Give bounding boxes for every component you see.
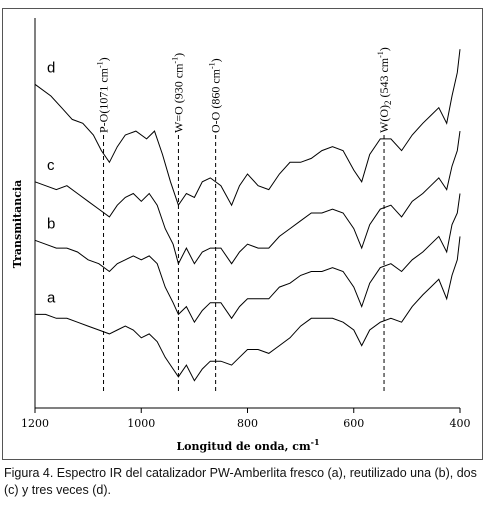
figure-caption: Figura 4. Espectro IR del catalizador PW… — [4, 466, 477, 497]
x-tick-label: 400 — [450, 417, 471, 430]
annotation-label: W=O (930 cm-1) — [170, 53, 185, 133]
x-tick-label: 800 — [237, 417, 258, 430]
series-labels: d c b a — [47, 59, 56, 306]
annotation-label: O-O (860 cm-1) — [208, 58, 223, 133]
x-tick-label: 1200 — [21, 417, 49, 430]
x-axis-title: Longitud de onda, cm-1 — [176, 437, 319, 453]
series-label-c: c — [47, 157, 55, 174]
annotation-labels: P-O(1071 cm-1) W=O (930 cm-1) O-O (860 cm-… — [96, 47, 394, 133]
annotation-lines — [103, 135, 385, 394]
annotation-label: P-O(1071 cm-1) — [96, 57, 111, 133]
x-tick-label: 1000 — [127, 417, 155, 430]
series-label-a: a — [47, 289, 56, 306]
x-axis-ticks: 1200 1000 800 600 400 — [21, 408, 471, 430]
series-lines — [34, 49, 461, 382]
series-line-c — [34, 131, 461, 266]
series-line-d — [34, 49, 461, 207]
x-tick-label: 600 — [343, 417, 364, 430]
series-label-b: b — [47, 215, 55, 232]
y-axis-title: Transmitancia — [11, 180, 24, 269]
series-line-a — [35, 236, 461, 382]
annotation-label: W(O)2 (543 cm-1) — [376, 47, 393, 133]
figure-border — [2, 8, 483, 460]
series-label-d: d — [47, 59, 55, 76]
series-line-b — [34, 193, 461, 324]
